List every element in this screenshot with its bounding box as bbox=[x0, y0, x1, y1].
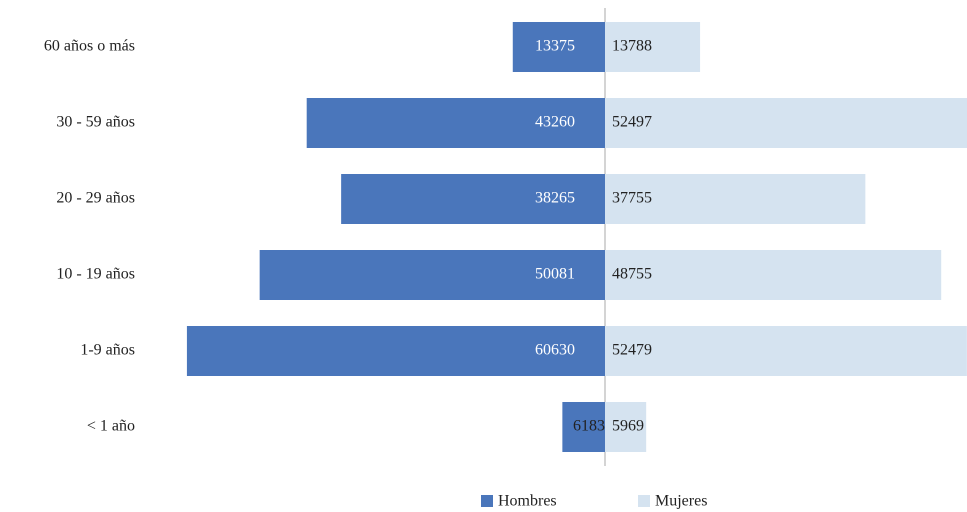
bar bbox=[259, 250, 605, 300]
bar bbox=[605, 22, 701, 72]
data-label: 38265 bbox=[535, 190, 575, 207]
data-label: 6183 bbox=[573, 418, 605, 435]
bar bbox=[341, 174, 605, 224]
data-label: 5969 bbox=[612, 418, 644, 435]
bar bbox=[605, 250, 942, 300]
data-label: 52497 bbox=[612, 114, 652, 131]
bar bbox=[605, 326, 967, 376]
data-label: 60630 bbox=[535, 342, 575, 359]
legend-swatch bbox=[481, 495, 493, 507]
bar bbox=[605, 98, 967, 148]
legend-swatch bbox=[638, 495, 650, 507]
data-label: 50081 bbox=[535, 266, 575, 283]
y-tick-label: < 1 año bbox=[87, 418, 135, 435]
y-tick-label: 10 - 19 años bbox=[56, 266, 135, 283]
data-label: 43260 bbox=[535, 114, 575, 131]
bar bbox=[512, 22, 605, 72]
data-label: 13788 bbox=[612, 38, 652, 55]
y-tick-label: 20 - 29 años bbox=[56, 190, 135, 207]
bar bbox=[562, 402, 605, 452]
y-tick-label: 60 años o más bbox=[44, 38, 135, 55]
data-label: 37755 bbox=[612, 190, 652, 207]
bar bbox=[605, 174, 866, 224]
legend-label: Mujeres bbox=[655, 493, 707, 510]
y-tick-label: 1-9 años bbox=[80, 342, 135, 359]
legend-label: Hombres bbox=[498, 493, 557, 510]
bar bbox=[306, 98, 605, 148]
data-label: 52479 bbox=[612, 342, 652, 359]
data-label: 13375 bbox=[535, 38, 575, 55]
bar bbox=[186, 326, 605, 376]
data-label: 48755 bbox=[612, 266, 652, 283]
y-tick-label: 30 - 59 años bbox=[56, 114, 135, 131]
bar bbox=[605, 402, 647, 452]
